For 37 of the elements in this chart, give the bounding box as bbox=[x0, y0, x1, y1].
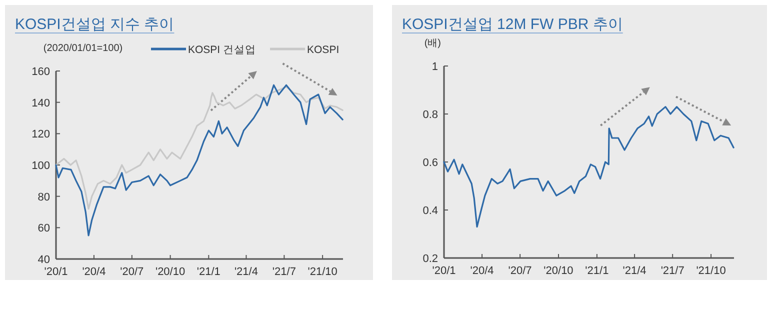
y-tick-label: 100 bbox=[32, 160, 50, 172]
y-tick-label: 0.2 bbox=[422, 253, 438, 265]
chart-title: KOSPI건설업 12M FW PBR 추이 bbox=[402, 16, 623, 33]
x-tick-label: '20/4 bbox=[82, 266, 106, 278]
x-tick-label: '20/4 bbox=[470, 265, 494, 277]
legend-label: KOSPI bbox=[307, 44, 340, 56]
line-series bbox=[55, 84, 344, 236]
x-tick-label: '20/1 bbox=[432, 265, 456, 277]
x-tick-label: '21/10 bbox=[308, 266, 338, 278]
y-tick-label: 0.8 bbox=[422, 109, 438, 121]
y-axis-title: (배) bbox=[424, 38, 441, 49]
y-tick-label: 60 bbox=[38, 222, 50, 235]
line-series bbox=[55, 86, 344, 210]
y-tick-label: 140 bbox=[32, 97, 50, 110]
x-tick-label: '21/7 bbox=[272, 266, 296, 278]
y-tick-label: 0.6 bbox=[422, 157, 438, 169]
x-tick-label: '21/4 bbox=[622, 265, 646, 277]
x-tick-label: '20/10 bbox=[155, 266, 186, 278]
x-tick-label: '21/1 bbox=[196, 266, 220, 278]
y-tick-label: 1 bbox=[432, 61, 438, 73]
x-tick-label: '20/7 bbox=[120, 266, 144, 278]
y-axis-title: (2020/01/01=100) bbox=[43, 43, 123, 54]
y-tick-label: 120 bbox=[32, 128, 50, 141]
y-tick-label: 40 bbox=[38, 254, 50, 266]
y-tick-label: 0.4 bbox=[422, 205, 438, 217]
x-tick-label: '20/10 bbox=[544, 265, 574, 277]
legend-label: KOSPI 건설업 bbox=[188, 44, 256, 56]
x-tick-label: '21/4 bbox=[234, 266, 258, 278]
x-tick-label: '21/10 bbox=[696, 265, 726, 277]
y-tick-label: 80 bbox=[38, 191, 50, 204]
y-tick-label: 160 bbox=[32, 66, 50, 78]
x-tick-label: '21/7 bbox=[660, 265, 684, 277]
x-tick-label: '20/1 bbox=[44, 266, 68, 278]
x-tick-label: '21/1 bbox=[585, 265, 609, 277]
x-tick-label: '20/7 bbox=[508, 265, 532, 277]
line-series bbox=[443, 106, 734, 228]
chart-title: KOSPI건설업 지수 추이 bbox=[15, 16, 174, 33]
